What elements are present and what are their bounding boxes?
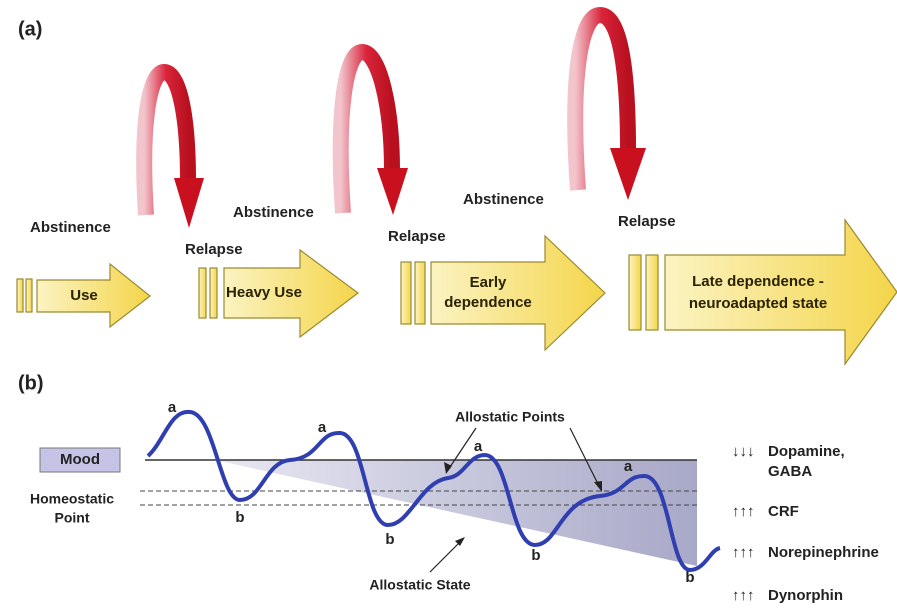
peak-label: a <box>318 419 327 436</box>
trough-label: b <box>685 569 694 586</box>
relapse-label: Relapse <box>388 228 446 245</box>
trough-label: b <box>385 531 394 548</box>
panel-label: (b) <box>18 372 44 394</box>
neuro-change: ↑↑↑ <box>732 544 755 561</box>
stage-arrows <box>17 220 897 364</box>
neuro-label: CRF <box>768 503 799 520</box>
neuro-change: ↓↓↓ <box>732 443 755 460</box>
allostatic-points-label: Allostatic Points <box>455 409 565 425</box>
trough-label: b <box>235 509 244 526</box>
stage-label: neuroadapted state <box>689 295 827 312</box>
peak-label: a <box>624 458 633 475</box>
peak-label: a <box>168 399 177 416</box>
abstinence-label: Abstinence <box>233 204 314 221</box>
mood-label: Mood <box>60 451 100 468</box>
relapse-label: Relapse <box>185 241 243 258</box>
panel-label: (a) <box>18 18 42 40</box>
stage-label: dependence <box>444 294 532 311</box>
abstinence-label: Abstinence <box>30 219 111 236</box>
abstinence-label: Abstinence <box>463 191 544 208</box>
neuro-change: ↑↑↑ <box>732 587 755 604</box>
neuro-label: GABA <box>768 463 812 480</box>
neuro-label: Dopamine, <box>768 443 845 460</box>
stage-label: Early <box>470 274 507 291</box>
allostatic-state-label: Allostatic State <box>369 577 470 593</box>
homeostatic-label: Point <box>55 510 90 526</box>
stage-label: Heavy Use <box>226 284 302 301</box>
neuro-label: Dynorphin <box>768 587 843 604</box>
stage-label: Use <box>70 287 98 304</box>
homeostatic-label: Homeostatic <box>30 491 114 507</box>
relapse-label: Relapse <box>618 213 676 230</box>
neuro-change: ↑↑↑ <box>732 503 755 520</box>
stage-label: Late dependence - <box>692 273 824 290</box>
neuro-label: Norepinephrine <box>768 544 879 561</box>
peak-label: a <box>474 438 483 455</box>
diagram: (a) Use Heavy Use Early dependence Late … <box>0 0 897 608</box>
trough-label: b <box>531 547 540 564</box>
